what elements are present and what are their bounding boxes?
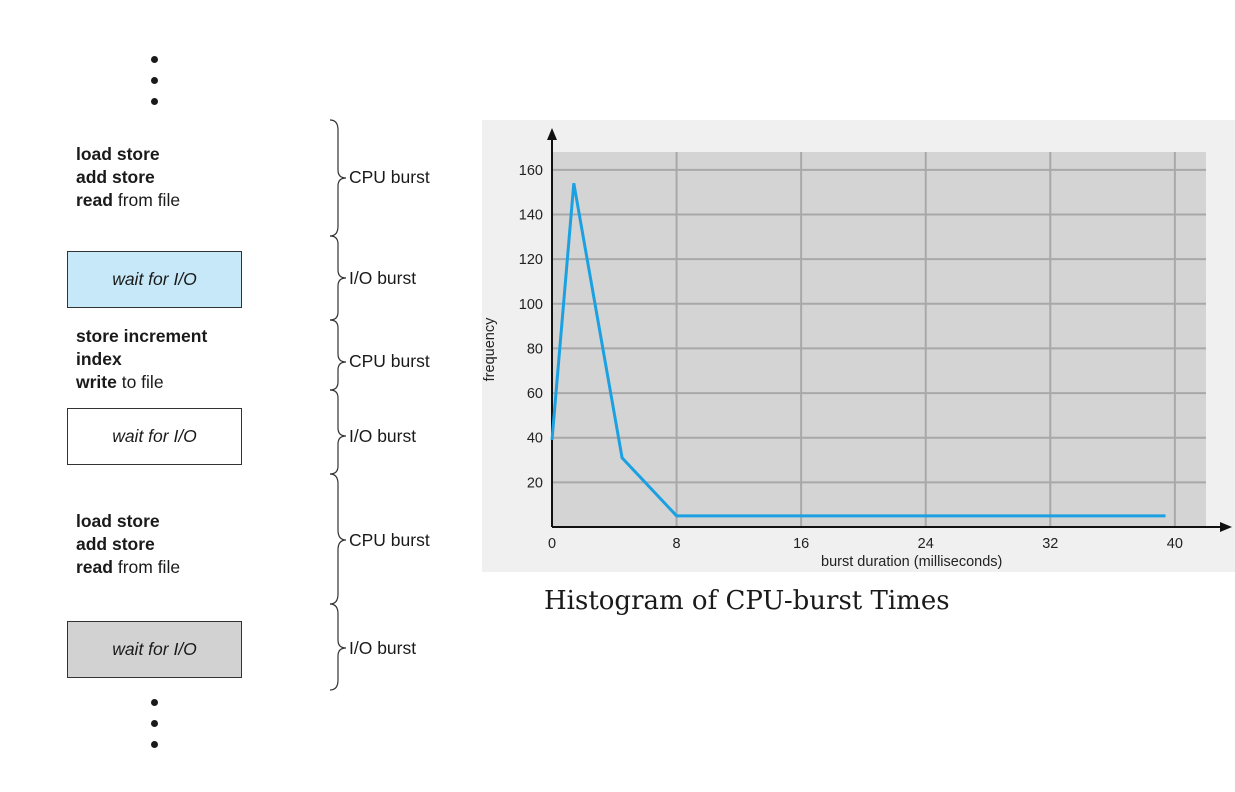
chart-title: Histogram of CPU-burst Times: [544, 586, 950, 616]
x-tick-label: 8: [673, 536, 681, 552]
instruction-line: load store: [76, 143, 180, 166]
cpu-burst-label: CPU burst: [349, 530, 430, 550]
y-tick-label: 80: [527, 341, 543, 357]
x-tick-label: 16: [793, 536, 809, 552]
x-tick-label: 24: [918, 536, 934, 552]
wait-for-io-box-3: wait for I/O: [67, 621, 242, 678]
y-tick-label: 60: [527, 386, 543, 402]
wait-for-io-box-1: wait for I/O: [67, 251, 242, 308]
ellipsis-dot: [151, 77, 158, 84]
instruction-text: add store: [76, 167, 155, 187]
instruction-text: load store: [76, 144, 160, 164]
instruction-line: store increment: [76, 325, 207, 348]
y-axis-label: frequency: [482, 317, 498, 381]
y-tick-label: 100: [519, 297, 543, 313]
instruction-text: store increment: [76, 326, 208, 346]
ellipsis-dot: [151, 56, 158, 63]
cpu-burst-histogram-chart: 20 40 60 80 100 120 140 160 0 8 16 24 32 40 burst dura…: [482, 120, 1235, 572]
wait-for-io-label: wait for I/O: [112, 269, 197, 289]
y-tick-label: 160: [519, 163, 543, 179]
cpu-burst-label: CPU burst: [349, 351, 430, 371]
x-tick-label: 32: [1042, 536, 1058, 552]
cpu-instructions-1: load store add store read from file: [76, 143, 180, 212]
instruction-text: load store: [76, 511, 160, 531]
instruction-line: add store: [76, 533, 180, 556]
instruction-text: to file: [116, 372, 164, 392]
ellipsis-dot: [151, 720, 158, 727]
braces-group: [329, 119, 347, 691]
instruction-line: read from file: [76, 189, 180, 212]
y-tick-label: 140: [519, 208, 543, 224]
brace-cpu-burst-2: [329, 319, 347, 391]
ellipsis-dot: [151, 98, 158, 105]
y-tick-label: 120: [519, 252, 543, 268]
instruction-keyword: write: [76, 372, 117, 392]
instruction-line: load store: [76, 510, 180, 533]
brace-io-burst-3: [329, 603, 347, 691]
instruction-text: add store: [76, 534, 155, 554]
instruction-text: index: [76, 349, 122, 369]
ellipsis-dot: [151, 741, 158, 748]
instruction-text: from file: [112, 190, 181, 210]
y-axis-arrow: [547, 128, 557, 140]
wait-for-io-label: wait for I/O: [112, 426, 197, 446]
io-burst-label: I/O burst: [349, 638, 417, 658]
y-tick-label: 40: [527, 431, 543, 447]
wait-for-io-box-2: wait for I/O: [67, 408, 242, 465]
plot-area: [552, 152, 1206, 527]
brace-cpu-burst-3: [329, 473, 347, 605]
instruction-text: from file: [112, 557, 181, 577]
instruction-line: write to file: [76, 371, 207, 394]
brace-io-burst-1: [329, 235, 347, 321]
io-burst-label: I/O burst: [349, 426, 417, 446]
brace-io-burst-2: [329, 389, 347, 475]
cpu-instructions-3: load store add store read from file: [76, 510, 180, 579]
x-axis-arrow: [1220, 522, 1232, 532]
x-axis-label: burst duration (milliseconds): [821, 554, 1002, 570]
instruction-line: read from file: [76, 556, 180, 579]
y-tick-label: 20: [527, 475, 543, 491]
cpu-instructions-2: store increment index write to file: [76, 325, 207, 394]
cpu-burst-label: CPU burst: [349, 167, 430, 187]
instruction-line: index: [76, 348, 207, 371]
x-tick-label: 40: [1167, 536, 1183, 552]
wait-for-io-label: wait for I/O: [112, 639, 197, 659]
brace-cpu-burst-1: [329, 119, 347, 237]
x-tick-label: 0: [548, 536, 556, 552]
instruction-keyword: read: [76, 190, 113, 210]
instruction-line: add store: [76, 166, 180, 189]
instruction-keyword: read: [76, 557, 113, 577]
io-burst-label: I/O burst: [349, 268, 417, 288]
ellipsis-dot: [151, 699, 158, 706]
